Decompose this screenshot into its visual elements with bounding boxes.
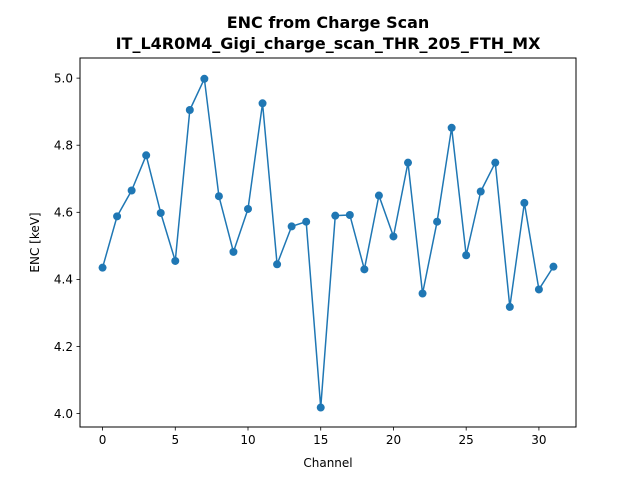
chart-title-line-2: IT_L4R0M4_Gigi_charge_scan_THR_205_FTH_M…: [116, 34, 542, 53]
data-point: [374, 191, 383, 200]
x-axis: 0 5 10 15 20 25 30: [99, 427, 547, 447]
data-point: [476, 187, 485, 196]
data-point: [244, 204, 252, 213]
x-tick-label: 0: [99, 433, 107, 447]
y-tick-label: 4.8: [54, 139, 73, 153]
data-point: [214, 192, 223, 201]
data-point: [113, 212, 122, 221]
data-point: [229, 247, 238, 256]
data-point: [287, 222, 296, 231]
data-point: [302, 217, 311, 226]
x-tick-label: 5: [171, 433, 179, 447]
data-point: [418, 289, 427, 298]
data-point: [156, 208, 165, 217]
data-point: [433, 217, 442, 226]
data-point: [200, 74, 209, 83]
data-point: [273, 260, 282, 269]
chart-title-line-1: ENC from Charge Scan: [227, 13, 430, 32]
data-point: [505, 302, 514, 311]
data-point: [491, 158, 500, 167]
data-point: [520, 198, 529, 207]
plot-area: [98, 74, 558, 412]
data-point: [258, 99, 267, 108]
data-point: [389, 232, 398, 241]
data-point: [185, 106, 194, 114]
x-tick-label: 20: [386, 433, 401, 447]
data-point: [447, 123, 456, 132]
y-axis: 4.0 4.2 4.4 4.6 4.8 5.0: [54, 71, 80, 421]
data-point: [462, 251, 471, 260]
x-tick-label: 10: [240, 433, 255, 447]
data-point: [404, 158, 412, 167]
y-axis-label: ENC [keV]: [28, 212, 42, 272]
y-tick-label: 4.6: [54, 206, 73, 220]
x-tick-label: 25: [459, 433, 474, 447]
data-point: [534, 285, 543, 294]
data-point: [549, 262, 558, 271]
data-point: [171, 256, 180, 265]
data-point: [331, 211, 340, 220]
x-axis-label: Channel: [303, 456, 352, 470]
axes-frame: [79, 57, 577, 428]
data-point: [345, 210, 354, 219]
series-line: [101, 78, 555, 409]
y-tick-label: 4.2: [54, 340, 73, 354]
x-tick-label: 15: [313, 433, 328, 447]
data-point: [127, 186, 136, 195]
data-point: [142, 151, 151, 160]
y-tick-label: 4.0: [54, 407, 73, 421]
data-point: [360, 265, 369, 274]
x-tick-label: 30: [531, 433, 546, 447]
y-tick-label: 5.0: [54, 71, 73, 85]
data-point: [316, 403, 325, 412]
y-tick-label: 4.4: [54, 273, 73, 287]
data-point: [98, 263, 107, 272]
